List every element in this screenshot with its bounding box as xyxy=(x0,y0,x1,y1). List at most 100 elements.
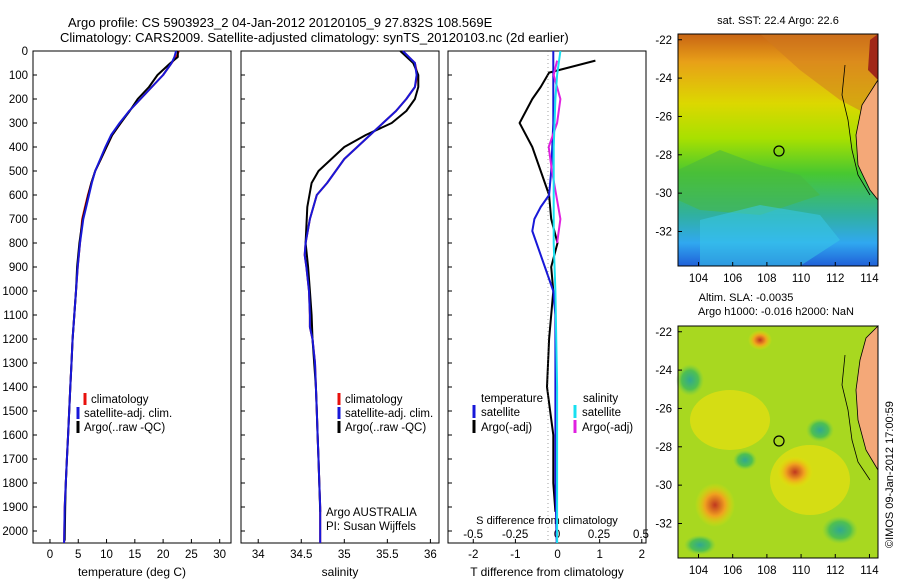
sla-yellow-patch xyxy=(690,390,770,450)
series-line-climatology xyxy=(63,50,180,544)
map-y-tick-label: -28 xyxy=(655,442,672,454)
map-y-tick-label: -30 xyxy=(655,480,672,492)
sst-map xyxy=(677,33,879,267)
x-tick-label: 36 xyxy=(424,549,437,561)
sla-map-title-2: Argo h1000: -0.016 h2000: NaN xyxy=(698,306,854,318)
sst-land-dark xyxy=(868,34,878,80)
series-line-argo-raw-qc- xyxy=(63,51,179,541)
depth-tick-label: 300 xyxy=(9,118,28,130)
sla-map-axes: 104 106 108 110 112 114 -22 -24 -26 -28 -30 -32 xyxy=(655,327,879,577)
sla-warm-blob xyxy=(777,456,813,488)
sla-land xyxy=(855,325,879,472)
depth-tick-label: 900 xyxy=(9,262,28,274)
x-tick-label: -1 xyxy=(510,549,520,561)
map-y-tick-label: -26 xyxy=(655,403,672,415)
sst-coast-contour xyxy=(841,64,871,196)
sla-warm-blob xyxy=(748,330,772,350)
x-tick-label: 0 xyxy=(554,549,560,561)
map-y-tick-label: -26 xyxy=(655,111,672,123)
legend-argo-label: Argo(..raw -QC) xyxy=(345,422,426,434)
depth-tick-label: 1600 xyxy=(2,430,28,442)
depth-tick-label: 1200 xyxy=(2,334,28,346)
map-x-tick-label: 104 xyxy=(689,565,709,577)
salinity-axis-label: salinity xyxy=(322,565,359,579)
sla-cool-blob xyxy=(684,535,716,555)
sla-map xyxy=(676,325,879,559)
x-tick-label: 10 xyxy=(100,549,113,561)
depth-tick-label: 1500 xyxy=(2,406,28,418)
difference-legend: temperature salinity satellite Argo(-adj… xyxy=(472,393,633,434)
map-y-tick-label: -32 xyxy=(655,226,672,238)
x-tick-label: 35 xyxy=(338,549,351,561)
map-y-tick-label: -28 xyxy=(655,150,672,162)
difference-axis-label: T difference from climatology xyxy=(470,565,624,579)
sla-coast-contour xyxy=(841,354,871,481)
map-x-tick-label: 104 xyxy=(689,273,709,285)
legend-salinity-title: salinity xyxy=(583,393,618,405)
sst-map-axes: 104 106 108 110 112 114 -22 -24 -26 -28 -30 -32 xyxy=(655,35,879,285)
map-x-tick-label: 112 xyxy=(826,273,844,285)
depth-tick-label: 1000 xyxy=(2,286,28,298)
depth-tick-label: 700 xyxy=(9,214,28,226)
legend-satellite-label: satellite-adj. clim. xyxy=(345,408,433,420)
s-tick-label: 0.25 xyxy=(588,529,610,541)
map-x-tick-label: 110 xyxy=(792,565,810,577)
x-tick-label: 35.5 xyxy=(376,549,398,561)
map-x-tick-label: 112 xyxy=(826,565,844,577)
map-y-tick-label: -30 xyxy=(655,188,672,200)
credit-text: ©IMOS 09-Jan-2012 17:00:59 xyxy=(884,401,896,548)
salinity-panel-frame xyxy=(240,50,440,544)
depth-tick-label: 100 xyxy=(9,70,28,82)
x-tick-label: 1 xyxy=(596,549,602,561)
map-y-tick-label: -32 xyxy=(655,518,672,530)
series-line-s-satellite xyxy=(552,50,562,543)
x-tick-label: 34 xyxy=(252,549,265,561)
map-y-tick-label: -22 xyxy=(655,327,672,339)
depth-tick-label: 400 xyxy=(9,142,28,154)
temperature-legend: climatology satellite-adj. clim. Argo(..… xyxy=(76,393,172,434)
sst-warm-patch xyxy=(760,34,878,120)
x-tick-label: 30 xyxy=(213,549,226,561)
s-tick-label: -0.25 xyxy=(502,529,528,541)
difference-panel-frame xyxy=(447,50,647,544)
s-tick-label: -0.5 xyxy=(463,529,483,541)
legend-temperature-title: temperature xyxy=(481,393,543,405)
sla-float-marker xyxy=(773,435,785,447)
salinity-x-axis: 34 34.5 35 35.5 36 xyxy=(252,539,437,561)
map-x-tick-label: 110 xyxy=(792,273,810,285)
x-tick-label: 15 xyxy=(128,549,141,561)
sla-warm-blob xyxy=(695,483,735,527)
depth-tick-label: 600 xyxy=(9,190,28,202)
salinity-legend: climatology satellite-adj. clim. Argo(..… xyxy=(326,393,433,533)
pi-note: PI: Susan Wijffels xyxy=(326,521,416,533)
legend-t-argo-label: Argo(-adj) xyxy=(481,422,532,434)
temperature-x-axis: 0 5 10 15 20 25 30 xyxy=(47,539,226,561)
title-line-1: Argo profile: CS 5903923_2 04-Jan-2012 2… xyxy=(68,15,493,30)
legend-satellite-label: satellite-adj. clim. xyxy=(84,408,172,420)
series-line-t-satellite xyxy=(531,51,558,544)
x-tick-label: 20 xyxy=(157,549,170,561)
depth-axis: 0 100 200 300 400 500 600 700 800 900 1000 1100 1200… xyxy=(2,46,452,538)
legend-climatology-label: climatology xyxy=(91,394,149,406)
series-line-climatology xyxy=(303,50,419,543)
legend-t-satellite-label: satellite xyxy=(481,407,520,419)
temperature-panel-frame xyxy=(32,50,232,544)
map-x-tick-label: 106 xyxy=(723,565,742,577)
x-tick-label: 25 xyxy=(185,549,198,561)
map-x-tick-label: 114 xyxy=(860,565,879,577)
depth-tick-label: 800 xyxy=(9,238,28,250)
argo-program-note: Argo AUSTRALIA xyxy=(326,507,417,519)
legend-argo-label: Argo(..raw -QC) xyxy=(84,422,165,434)
sst-map-title: sat. SST: 22.4 Argo: 22.6 xyxy=(717,15,839,27)
sla-cool-blob xyxy=(806,418,834,442)
map-y-tick-label: -24 xyxy=(655,365,672,377)
map-x-tick-label: 108 xyxy=(757,273,776,285)
series-line-s-argo-adj- xyxy=(547,60,562,244)
temperature-axis-label: temperature (deg C) xyxy=(78,565,186,579)
legend-s-satellite-label: satellite xyxy=(582,407,621,419)
depth-tick-label: 1400 xyxy=(2,382,28,394)
sst-map-frame xyxy=(677,33,879,267)
legend-s-argo-label: Argo(-adj) xyxy=(582,422,633,434)
map-y-tick-label: -24 xyxy=(655,73,672,85)
